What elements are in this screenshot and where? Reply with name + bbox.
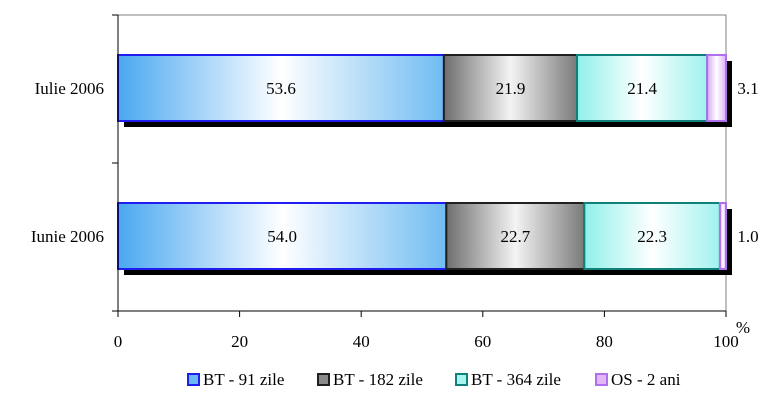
- legend-swatch: [187, 373, 200, 386]
- x-tick-label: 100: [713, 332, 739, 351]
- bar-segment-os-2-ani-0: [706, 54, 727, 122]
- legend-swatch: [595, 373, 608, 386]
- category-label: Iunie 2006: [31, 227, 104, 246]
- x-unit-label: %: [736, 318, 750, 337]
- data-label: 54.0: [267, 227, 297, 246]
- legend-label: BT - 364 zile: [471, 370, 561, 389]
- x-tick-label: 20: [231, 332, 248, 351]
- bar-segment-bt-182-zile-1: [445, 202, 586, 270]
- data-label: 1.0: [737, 227, 758, 246]
- legend-label: OS - 2 ani: [611, 370, 681, 389]
- legend-swatch: [317, 373, 330, 386]
- axes-layer: 0 20 40 60 80 100%: [112, 14, 750, 351]
- legend-swatch: [455, 373, 468, 386]
- bars-layer: 53.6 21.9 21.4 3.1 Iulie 2006 54.0 22.7 22.3 1.0…: [31, 54, 759, 275]
- x-tick-label: 60: [474, 332, 491, 351]
- bar-segment-os-2-ani-1: [718, 202, 727, 270]
- legend-label: BT - 182 zile: [333, 370, 423, 389]
- legend-label: BT - 91 zile: [203, 370, 284, 389]
- bar-segment-bt-91-zile-0: [117, 54, 445, 122]
- data-label: 22.7: [500, 227, 530, 246]
- x-tick-label: 80: [596, 332, 613, 351]
- x-tick-label: 0: [114, 332, 123, 351]
- x-tick-label: 40: [353, 332, 370, 351]
- data-label: 21.9: [496, 79, 526, 98]
- bar-segment-bt-364-zile-1: [583, 202, 721, 270]
- data-label: 21.4: [627, 79, 657, 98]
- data-label: 53.6: [266, 79, 296, 98]
- data-label: 22.3: [637, 227, 667, 246]
- bar-segment-bt-182-zile-0: [442, 54, 579, 122]
- legend: BT - 91 zile BT - 182 zile BT - 364 zile OS…: [187, 370, 681, 389]
- data-label: 3.1: [737, 79, 758, 98]
- category-label: Iulie 2006: [35, 79, 104, 98]
